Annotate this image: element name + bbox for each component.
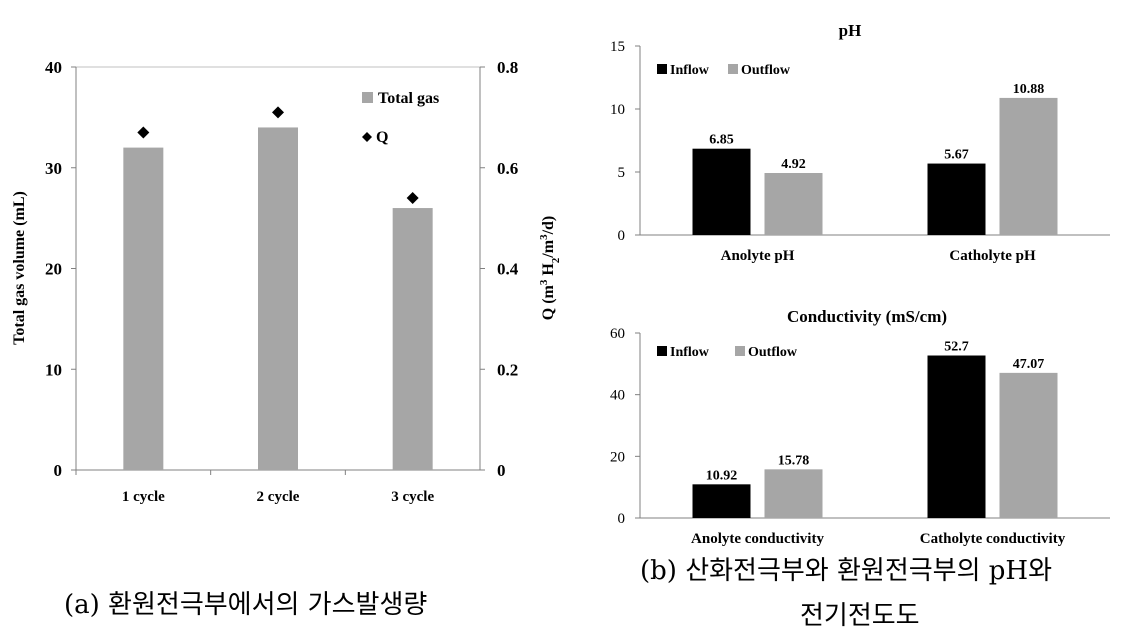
chart-ph-data-label-outflow-1: 4.92	[781, 157, 806, 172]
legend-total-gas-swatch	[362, 92, 373, 103]
chart-a-ytick-label-2: 20	[45, 260, 62, 279]
chart-cond-legend-outflow: Outflow	[748, 345, 798, 360]
chart-ph-title: pH	[839, 21, 862, 40]
caption-b-line2: 전기전도도	[800, 601, 920, 631]
chart-cond-bar-outflow-1	[764, 469, 823, 518]
chart-a: 0 10 20 30 40 0 0.2 0.4 0.6 0.8 1 cycle 2 cycle 3 …	[11, 58, 562, 505]
chart-ph-bar-outflow-1	[764, 173, 823, 235]
chart-cond-ytick-label-0: 0	[618, 511, 626, 527]
chart-a-ytick-label-4: 40	[45, 58, 62, 77]
chart-a-category-label-2: 2 cycle	[257, 489, 300, 505]
chart-a-category-label-1: 1 cycle	[122, 489, 165, 505]
chart-a-y2tick-label-4: 0.8	[497, 58, 518, 77]
chart-a-categories: 1 cycle 2 cycle 3 cycle	[75, 470, 434, 505]
chart-cond-ytick-label-1: 20	[610, 449, 625, 465]
chart-cond-legend-inflow-swatch	[657, 346, 667, 356]
chart-a-ylabel: Total gas volume (mL)	[11, 191, 28, 345]
legend-q-marker	[362, 132, 372, 142]
chart-a-q-marker-1	[137, 126, 150, 139]
chart-ph: pH 0 5 10 15 6.85 4.92 5.67 10.88 Anolyte pH Ca…	[610, 21, 1110, 264]
chart-cond-bar-outflow-2	[999, 372, 1058, 518]
chart-a-ytick-label-3: 30	[45, 159, 62, 178]
chart-a-ytick-label-0: 0	[54, 461, 63, 480]
chart-a-bars	[123, 127, 433, 471]
chart-a-category-label-3: 3 cycle	[391, 489, 434, 505]
chart-ph-ytick-label-2: 10	[610, 102, 625, 118]
chart-cond-bars: 10.92 15.78 52.7 47.07	[692, 340, 1058, 518]
chart-ph-categories: Anolyte pH Catholyte pH	[721, 248, 1036, 264]
chart-a-q-marker-3	[406, 191, 419, 204]
chart-a-bar-3	[392, 208, 433, 471]
chart-ph-data-label-inflow-1: 6.85	[709, 133, 734, 148]
chart-cond-ytick-label-3: 60	[610, 326, 625, 342]
chart-cond-category-label-2: Catholyte conductivity	[920, 531, 1066, 547]
chart-a-y2label: Q (m3 H2/m3/d)	[538, 216, 562, 321]
caption-a: (a) 환원전극부에서의 가스발생량	[64, 590, 428, 620]
caption-b-line1: (b) 산화전극부와 환원전극부의 pH와	[640, 556, 1053, 586]
chart-ph-bar-inflow-1	[692, 148, 751, 235]
chart-ph-ytick-label-3: 15	[610, 39, 625, 55]
chart-cond-bar-inflow-1	[692, 484, 751, 518]
chart-ph-ytick-label-0: 0	[618, 228, 626, 244]
chart-a-q-marker-2	[272, 106, 284, 119]
chart-a-bar-1	[123, 147, 164, 470]
chart-cond-ytick-label-2: 40	[610, 388, 625, 404]
chart-cond-y-ticks: 0 20 40 60	[610, 326, 640, 527]
chart-ph-bars: 6.85 4.92 5.67 10.88	[692, 82, 1058, 235]
chart-ph-legend-outflow-swatch	[728, 64, 738, 74]
chart-cond-title: Conductivity (mS/cm)	[787, 307, 947, 326]
chart-ph-data-label-inflow-2: 5.67	[944, 148, 969, 163]
chart-cond-data-label-inflow-2: 52.7	[944, 340, 969, 355]
chart-ph-category-label-2: Catholyte pH	[949, 248, 1036, 264]
chart-a-ytick-label-1: 10	[45, 360, 62, 379]
chart-a-bar-2	[258, 127, 298, 470]
chart-a-markers	[137, 106, 419, 204]
chart-ph-legend-inflow: Inflow	[670, 63, 710, 78]
chart-conductivity: Conductivity (mS/cm) 0 20 40 60 10.92 15.78 5…	[610, 307, 1110, 547]
chart-ph-category-label-1: Anolyte pH	[721, 248, 795, 264]
chart-a-y2-ticks: 0 0.2 0.4 0.6 0.8	[480, 58, 519, 480]
chart-cond-legend-inflow: Inflow	[670, 345, 710, 360]
chart-ph-y-ticks: 0 5 10 15	[610, 39, 640, 244]
chart-cond-categories: Anolyte conductivity Catholyte conductivi…	[691, 531, 1066, 547]
chart-cond-data-label-outflow-2: 47.07	[1013, 357, 1045, 372]
chart-a-y2tick-label-2: 0.4	[497, 260, 519, 279]
legend-q-label: Q	[376, 129, 388, 146]
chart-ph-bar-outflow-2	[999, 97, 1058, 235]
chart-ph-ytick-label-1: 5	[618, 165, 626, 181]
chart-cond-data-label-outflow-1: 15.78	[778, 453, 810, 468]
chart-ph-legend-inflow-swatch	[657, 64, 667, 74]
chart-ph-data-label-outflow-2: 10.88	[1013, 82, 1045, 97]
chart-a-y2tick-label-3: 0.6	[497, 159, 518, 178]
chart-ph-bar-inflow-2	[927, 163, 986, 235]
legend-total-gas-label: Total gas	[378, 90, 439, 107]
chart-cond-legend-outflow-swatch	[735, 346, 745, 356]
chart-a-y-ticks: 0 10 20 30 40	[45, 58, 76, 480]
chart-cond-bar-inflow-2	[927, 355, 986, 518]
chart-a-y2tick-label-0: 0	[497, 461, 506, 480]
chart-a-y2tick-label-1: 0.2	[497, 360, 518, 379]
chart-ph-legend-outflow: Outflow	[741, 63, 791, 78]
chart-cond-category-label-1: Anolyte conductivity	[691, 531, 824, 547]
chart-cond-data-label-inflow-1: 10.92	[706, 468, 738, 483]
